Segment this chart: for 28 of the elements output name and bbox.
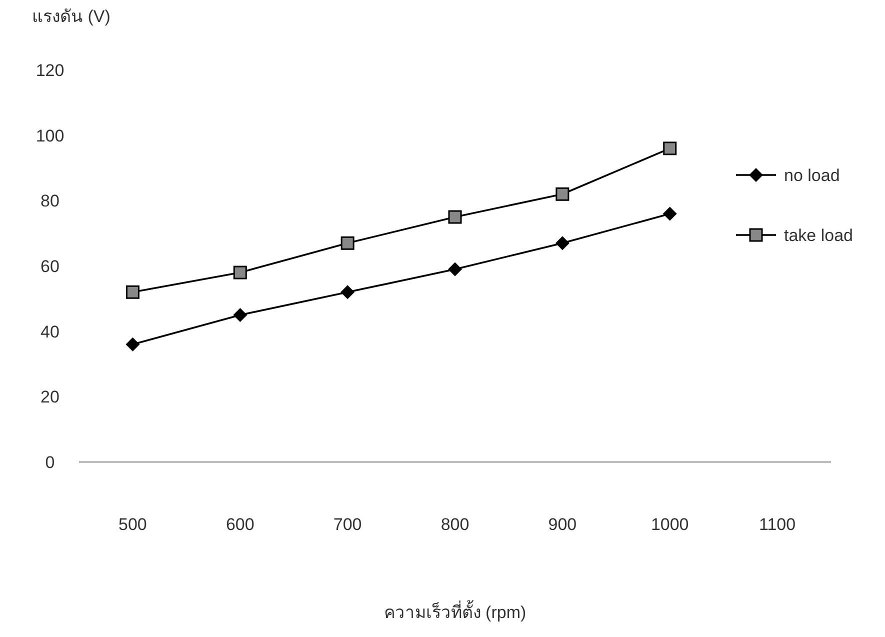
y-axis-title: แรงดัน (V) <box>32 7 110 26</box>
x-axis-title: ความเร็วที่ตั้ง (rpm) <box>384 600 526 622</box>
y-tick-label: 80 <box>40 192 60 211</box>
x-tick-label: 500 <box>118 515 147 534</box>
point <box>340 285 355 300</box>
point <box>448 210 462 224</box>
x-tick-label: 600 <box>226 515 254 534</box>
y-tick-label: 40 <box>40 322 60 342</box>
x-tick-label: 900 <box>548 515 577 534</box>
point <box>555 236 570 250</box>
point <box>126 337 140 352</box>
point <box>233 308 248 322</box>
point <box>233 266 247 280</box>
y-tick-label: 0 <box>45 453 55 472</box>
x-tick-label: 800 <box>440 515 470 534</box>
point <box>340 236 354 250</box>
x-tick-label: 1100 <box>759 515 796 534</box>
y-tick-label: 20 <box>40 388 60 407</box>
y-tick-label: 60 <box>40 257 60 276</box>
x-tick-label: 1000 <box>650 515 689 534</box>
point <box>448 262 462 276</box>
point <box>662 206 677 221</box>
y-tick-label: 100 <box>36 126 64 146</box>
point <box>556 187 570 201</box>
x-tick-label: 700 <box>333 515 362 534</box>
point <box>663 142 677 156</box>
y-tick-label: 120 <box>36 61 64 80</box>
point <box>126 285 140 299</box>
